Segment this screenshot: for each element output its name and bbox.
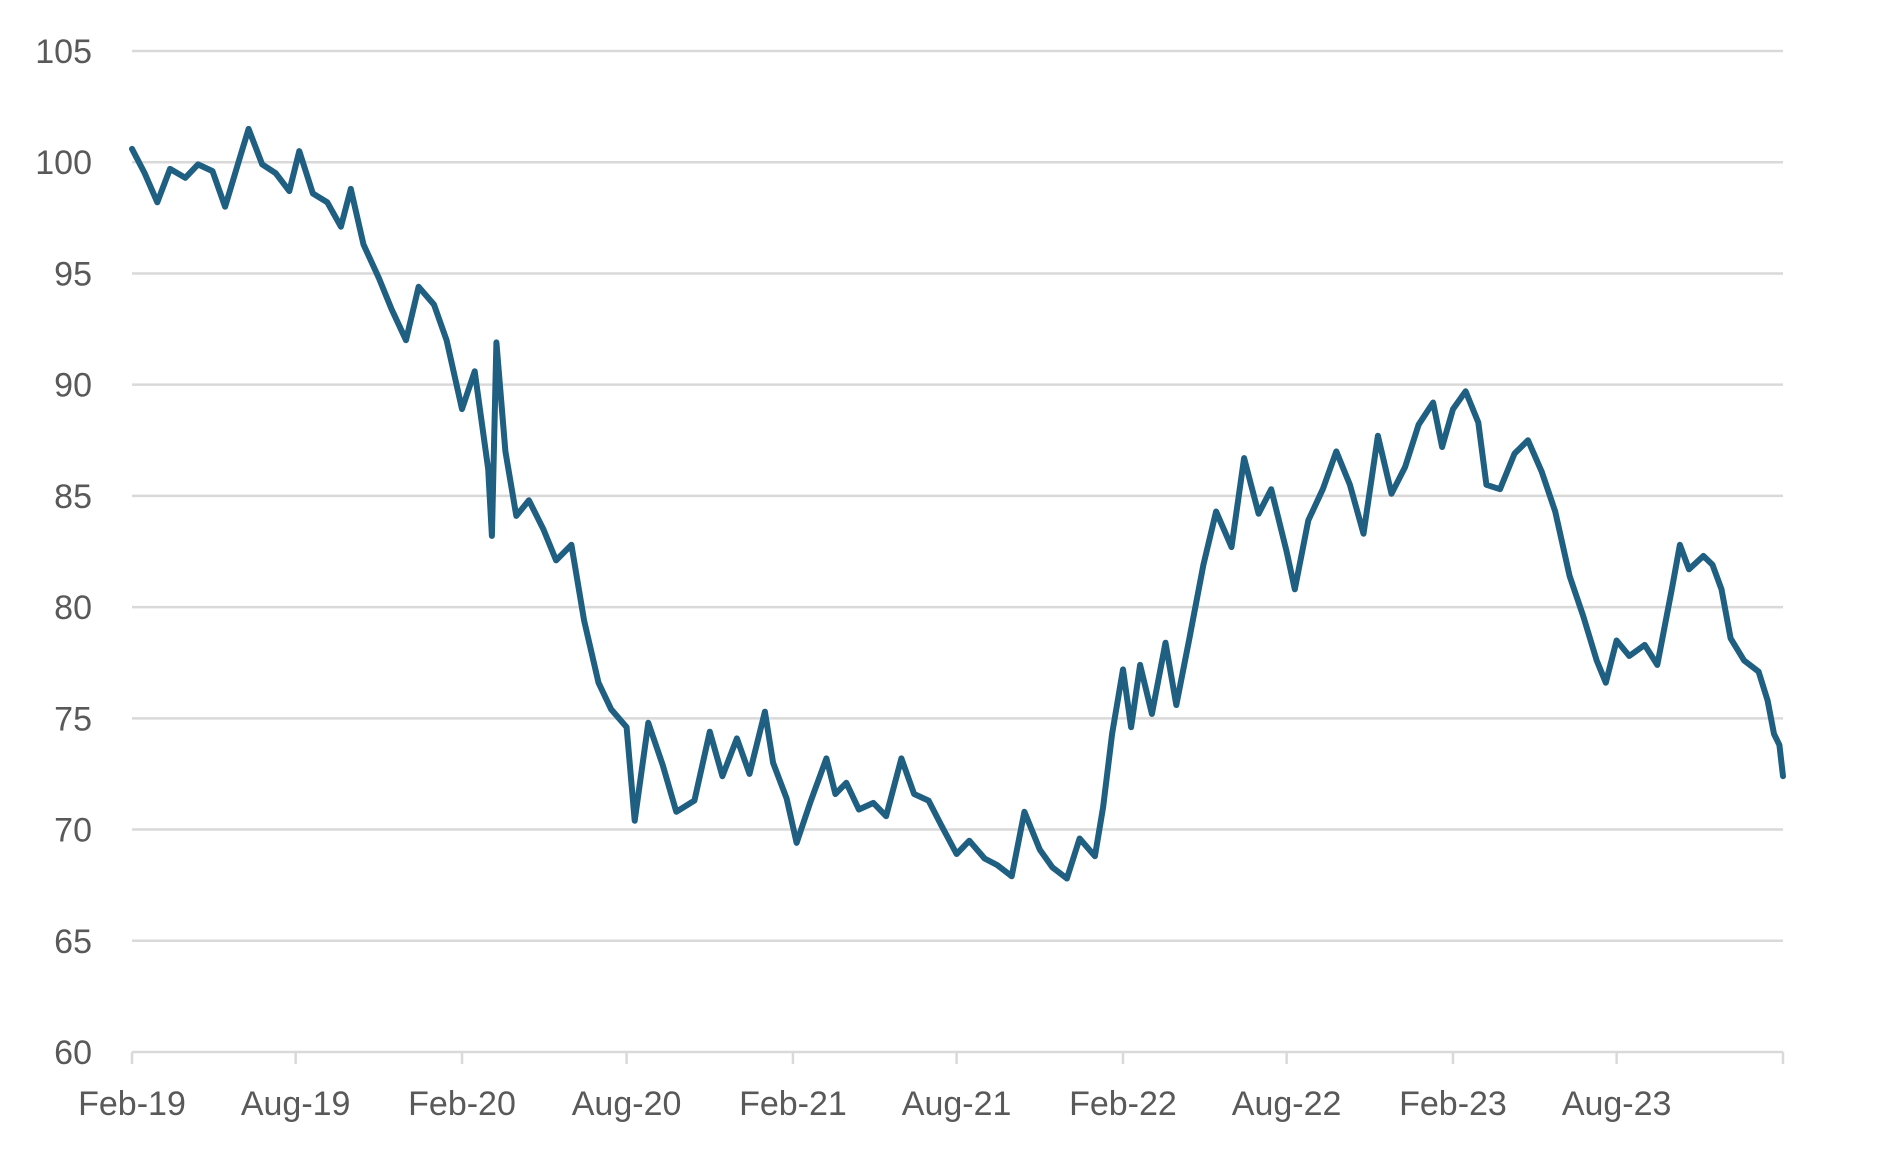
x-tick-label: Feb-23 bbox=[1399, 1085, 1507, 1123]
tick-labels: 60 65 70 75 80 85 90 95 100 105 Feb-19 Aug-19 Feb-20… bbox=[35, 33, 1671, 1123]
series-line-0 bbox=[129, 125, 1786, 882]
x-tick-label: Feb-19 bbox=[78, 1085, 186, 1123]
axes bbox=[130, 1050, 1785, 1064]
y-tick-label: 60 bbox=[54, 1034, 92, 1072]
series-layer bbox=[129, 125, 1786, 882]
x-tick-label: Feb-21 bbox=[739, 1085, 847, 1123]
x-tick-label: Aug-22 bbox=[1232, 1085, 1342, 1123]
y-tick-label: 85 bbox=[54, 478, 92, 516]
y-tick-label: 100 bbox=[35, 144, 92, 182]
x-tick-label: Aug-19 bbox=[241, 1085, 351, 1123]
x-tick-label: Feb-20 bbox=[408, 1085, 516, 1123]
y-tick-label: 70 bbox=[54, 812, 92, 850]
gridlines bbox=[132, 49, 1783, 943]
y-tick-label: 90 bbox=[54, 367, 92, 405]
y-tick-label: 80 bbox=[54, 589, 92, 627]
y-tick-label: 75 bbox=[54, 700, 92, 738]
y-tick-label: 95 bbox=[54, 255, 92, 293]
x-tick-label: Aug-20 bbox=[572, 1085, 682, 1123]
x-tick-label: Aug-21 bbox=[902, 1085, 1012, 1123]
x-tick-label: Aug-23 bbox=[1562, 1085, 1672, 1123]
y-tick-label: 65 bbox=[54, 923, 92, 961]
y-tick-label: 105 bbox=[35, 33, 92, 71]
x-tick-label: Feb-22 bbox=[1069, 1085, 1177, 1123]
